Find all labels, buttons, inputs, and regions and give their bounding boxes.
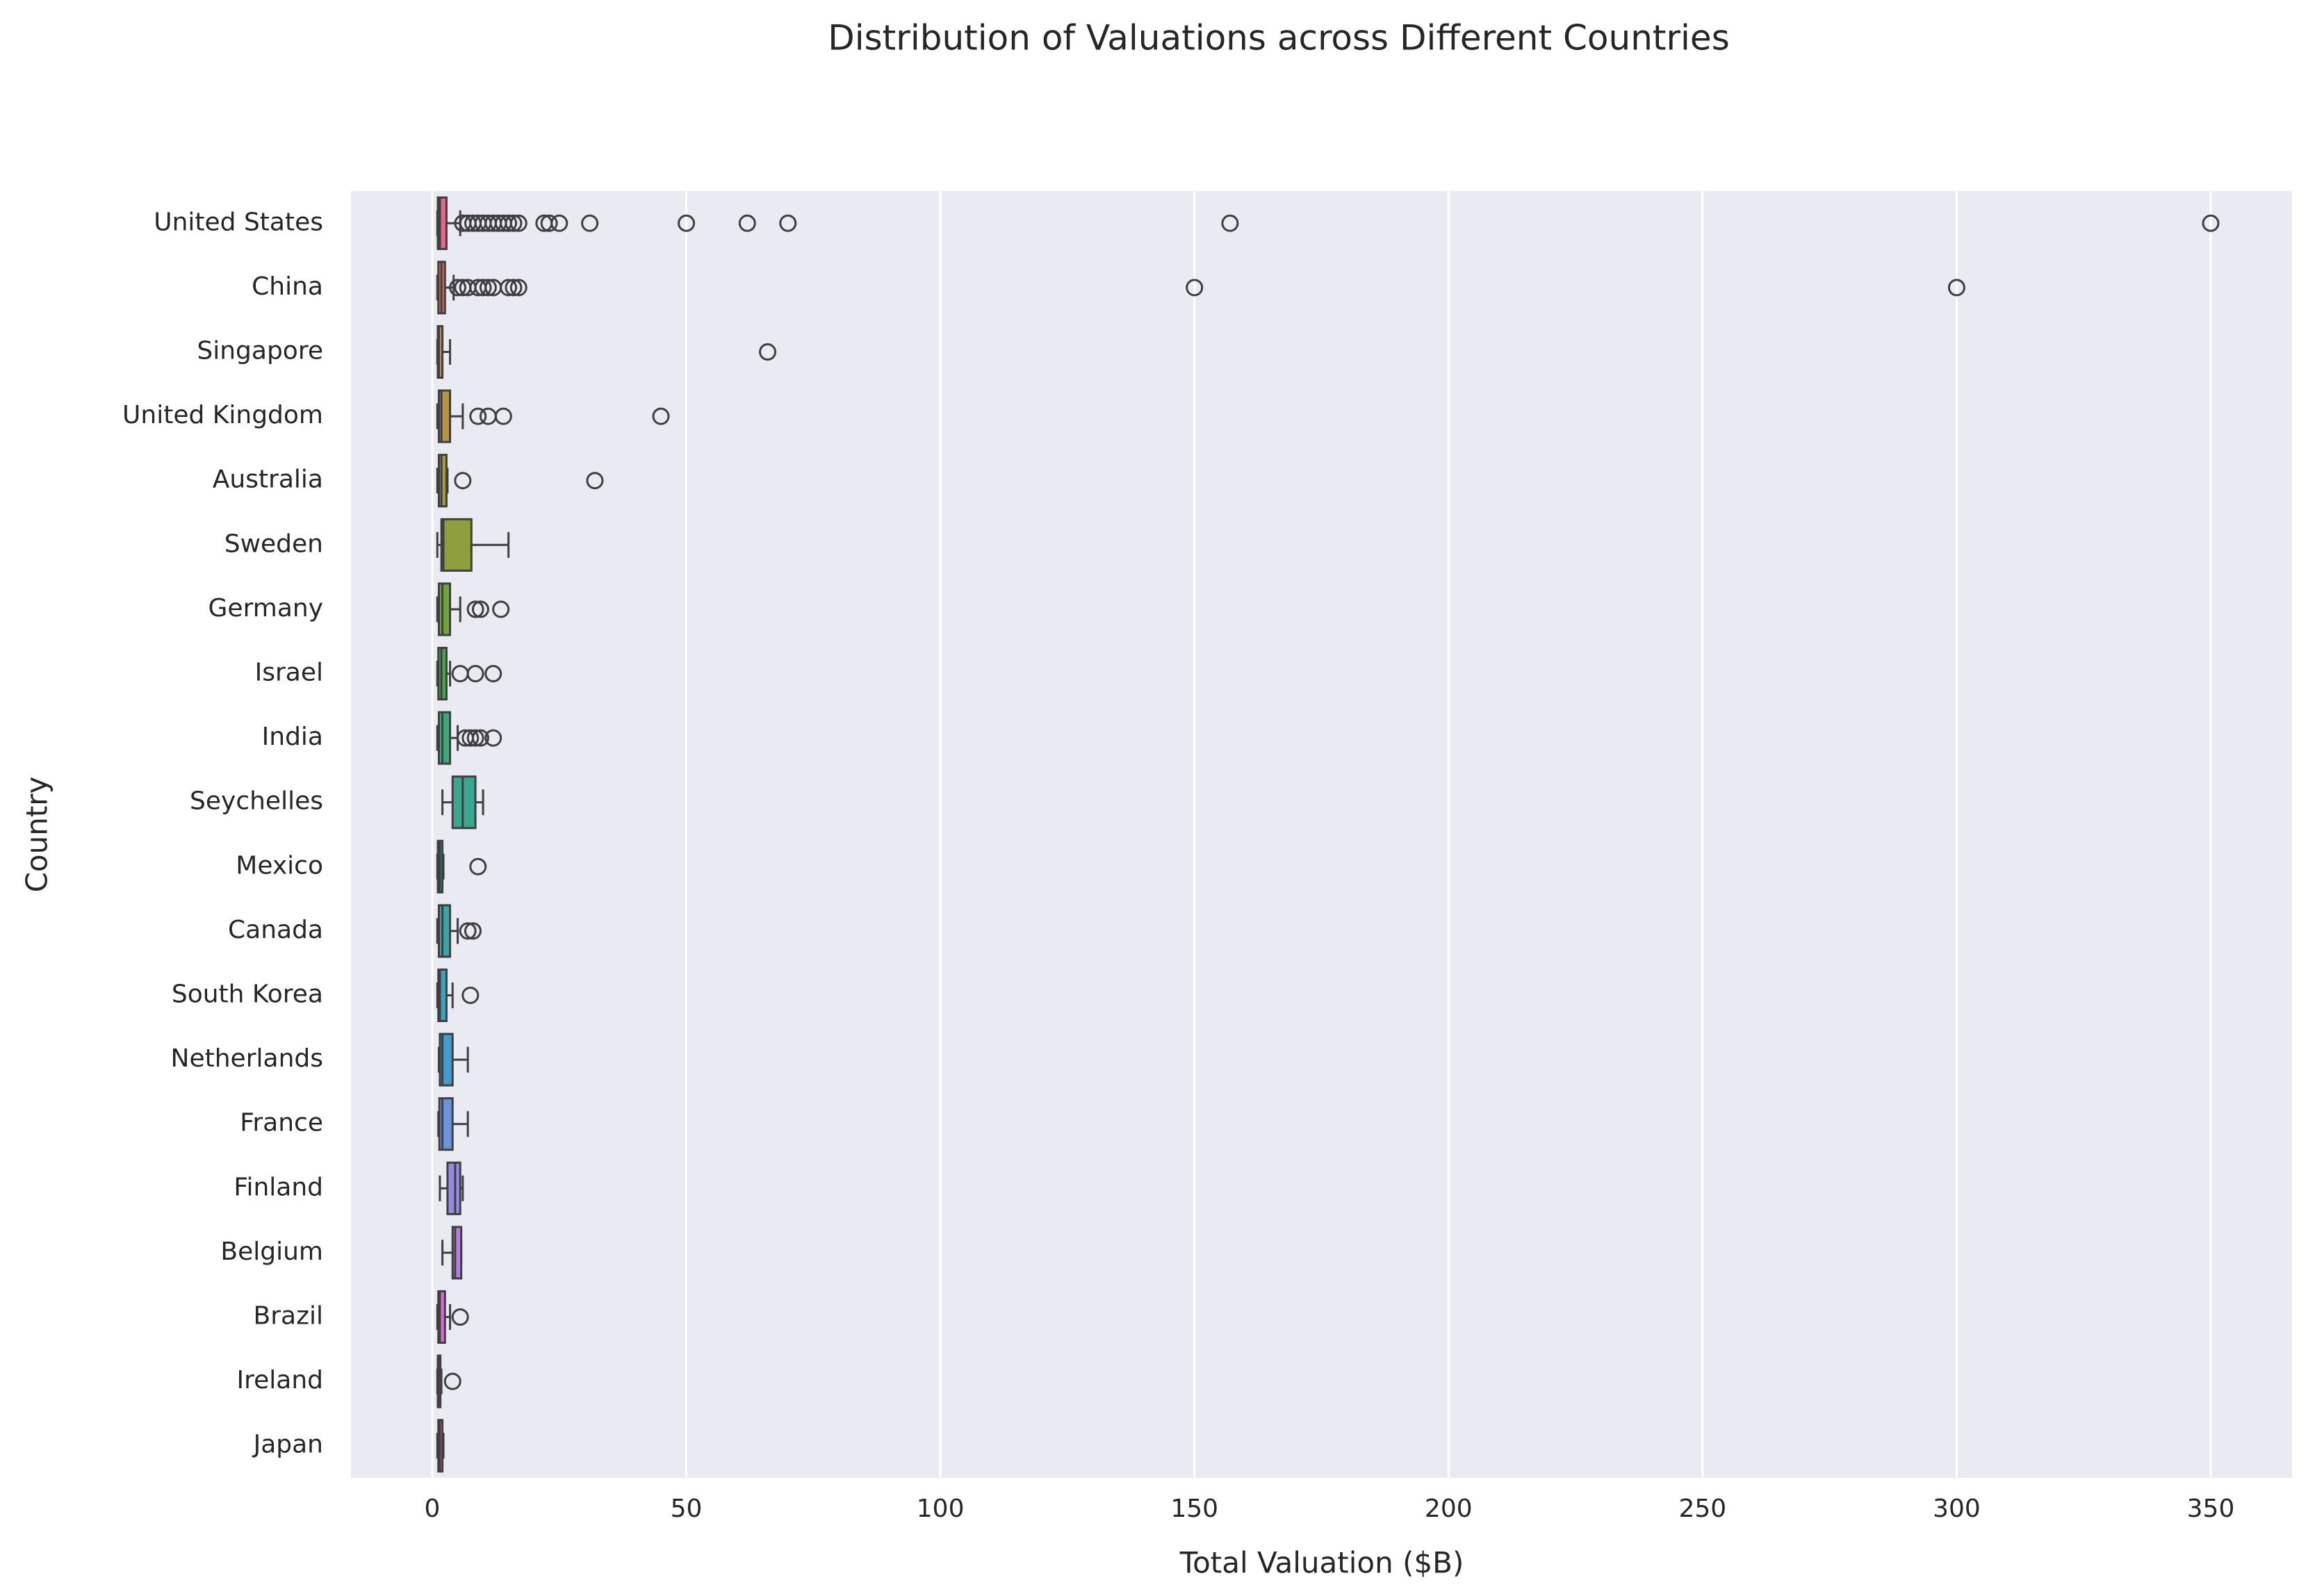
box [451, 1226, 463, 1280]
y-tick-label: China [252, 272, 323, 301]
y-tick-label: Finland [234, 1173, 323, 1201]
outlier [759, 343, 777, 361]
y-tick-label: United Kingdom [122, 401, 323, 429]
x-tick-label: 100 [917, 1495, 965, 1523]
x-tick-label: 50 [671, 1495, 703, 1523]
x-axis-label: Total Valuation ($B) [1179, 1546, 1464, 1580]
outlier [451, 1308, 469, 1326]
x-tick-label: 200 [1425, 1495, 1473, 1523]
y-tick-label: United States [154, 208, 323, 236]
outlier [466, 600, 484, 618]
chart-title: Distribution of Valuations across Differ… [828, 18, 1730, 58]
y-tick-label: Japan [252, 1431, 323, 1459]
x-tick-label: 150 [1170, 1495, 1218, 1523]
outlier [586, 472, 604, 490]
outlier [540, 214, 558, 232]
y-tick-label: Belgium [220, 1237, 323, 1266]
outlier [1947, 279, 1965, 297]
y-tick-label: Netherlands [171, 1044, 323, 1073]
outlier [466, 665, 484, 682]
outlier [461, 987, 480, 1004]
outlier [474, 279, 492, 297]
y-tick-label: France [240, 1109, 323, 1137]
x-tick-label: 350 [2187, 1495, 2235, 1523]
outlier [1186, 279, 1204, 297]
y-tick-label: Mexico [236, 851, 323, 880]
outlier [484, 665, 502, 682]
outlier [738, 214, 756, 232]
outlier [494, 407, 512, 425]
y-tick-label: Sweden [224, 529, 323, 558]
outlier [484, 729, 502, 747]
outlier [466, 729, 484, 747]
box [437, 904, 452, 958]
outlier [505, 214, 523, 232]
y-tick-label: Singapore [197, 337, 323, 365]
x-tick-label: 0 [425, 1495, 441, 1523]
box [437, 968, 448, 1023]
outlier [550, 214, 568, 232]
outlier [492, 600, 510, 618]
outlier [678, 214, 696, 232]
outlier [1221, 214, 1239, 232]
outlier [443, 1372, 461, 1390]
outlier [652, 407, 670, 425]
outlier [469, 407, 487, 425]
outlier [509, 214, 527, 232]
box [440, 518, 473, 572]
outlier [505, 279, 523, 297]
y-tick-label: Australia [213, 466, 323, 494]
outlier [2202, 214, 2220, 232]
outlier [509, 279, 527, 297]
box [437, 454, 448, 508]
y-tick-label: India [262, 723, 323, 751]
box [438, 1097, 454, 1151]
x-tick-label: 300 [1933, 1495, 1981, 1523]
x-tick-label: 250 [1679, 1495, 1727, 1523]
y-axis-label: Country [20, 777, 54, 893]
outlier [479, 279, 497, 297]
box [437, 711, 452, 765]
outlier [459, 922, 477, 940]
outlier [454, 472, 472, 490]
plot-area [351, 191, 2292, 1478]
y-tick-label: Seychelles [190, 787, 323, 816]
outlier [449, 279, 467, 297]
outlier [464, 922, 482, 940]
box [451, 775, 477, 830]
y-tick-label: Ireland [236, 1366, 323, 1395]
y-tick-label: Canada [228, 916, 323, 944]
box [446, 1161, 461, 1215]
y-tick-label: South Korea [172, 980, 323, 1009]
y-tick-label: Brazil [254, 1302, 323, 1331]
outlier [471, 600, 489, 618]
y-tick-label: Germany [208, 594, 323, 623]
outlier [469, 857, 487, 875]
outlier [779, 214, 797, 232]
outlier [471, 729, 489, 747]
box [437, 1290, 446, 1344]
y-tick-label: Israel [255, 659, 323, 687]
outlier [581, 214, 599, 232]
box [437, 582, 452, 636]
outlier [461, 729, 480, 747]
outlier [500, 214, 518, 232]
outlier [500, 279, 518, 297]
